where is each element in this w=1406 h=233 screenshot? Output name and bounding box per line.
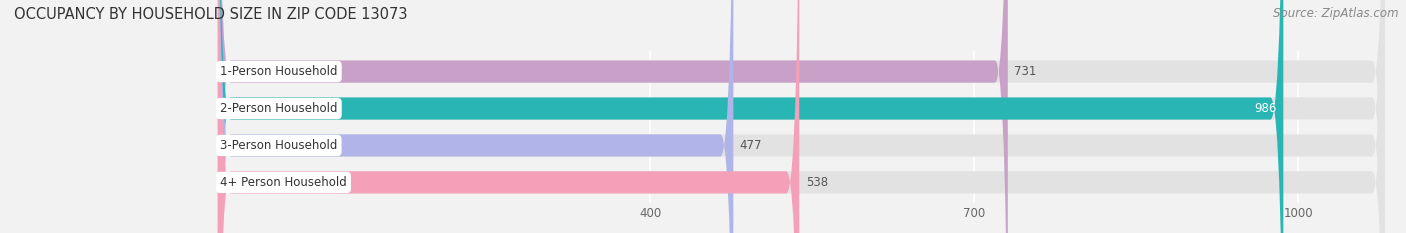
FancyBboxPatch shape	[218, 0, 1385, 233]
FancyBboxPatch shape	[218, 0, 1385, 233]
Text: 731: 731	[1014, 65, 1036, 78]
FancyBboxPatch shape	[218, 0, 1385, 233]
Text: 1-Person Household: 1-Person Household	[221, 65, 337, 78]
Text: OCCUPANCY BY HOUSEHOLD SIZE IN ZIP CODE 13073: OCCUPANCY BY HOUSEHOLD SIZE IN ZIP CODE …	[14, 7, 408, 22]
FancyBboxPatch shape	[218, 0, 1385, 233]
FancyBboxPatch shape	[218, 0, 1008, 233]
Text: 538: 538	[806, 176, 828, 189]
Text: Source: ZipAtlas.com: Source: ZipAtlas.com	[1274, 7, 1399, 20]
Text: 3-Person Household: 3-Person Household	[221, 139, 337, 152]
Text: 986: 986	[1254, 102, 1277, 115]
Text: 4+ Person Household: 4+ Person Household	[221, 176, 347, 189]
FancyBboxPatch shape	[218, 0, 734, 233]
Text: 477: 477	[740, 139, 762, 152]
FancyBboxPatch shape	[218, 0, 1284, 233]
Text: 2-Person Household: 2-Person Household	[221, 102, 337, 115]
FancyBboxPatch shape	[218, 0, 799, 233]
